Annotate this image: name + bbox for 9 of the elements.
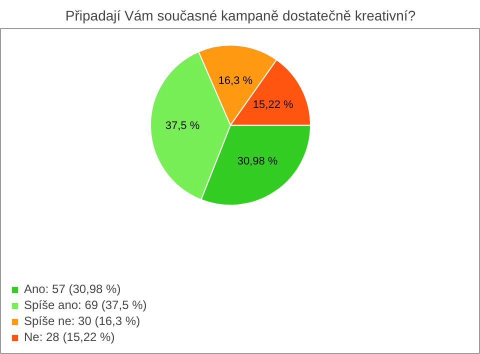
data-label: 30,98 %: [237, 156, 278, 168]
legend-label: Ne: 28 (15,22 %): [24, 330, 115, 344]
data-label: 16,3 %: [218, 75, 253, 88]
legend-label: Ano: 57 (30,98 %): [24, 282, 121, 296]
legend-label: Spíše ano: 69 (37,5 %): [24, 298, 147, 312]
legend-label: Spíše ne: 30 (16,3 %): [24, 314, 140, 328]
data-label: 37,5 %: [165, 120, 200, 132]
data-label: 15,22 %: [252, 98, 294, 111]
chart-title: Připadají Vám současné kampaně dostatečně kreativní?: [65, 8, 416, 24]
